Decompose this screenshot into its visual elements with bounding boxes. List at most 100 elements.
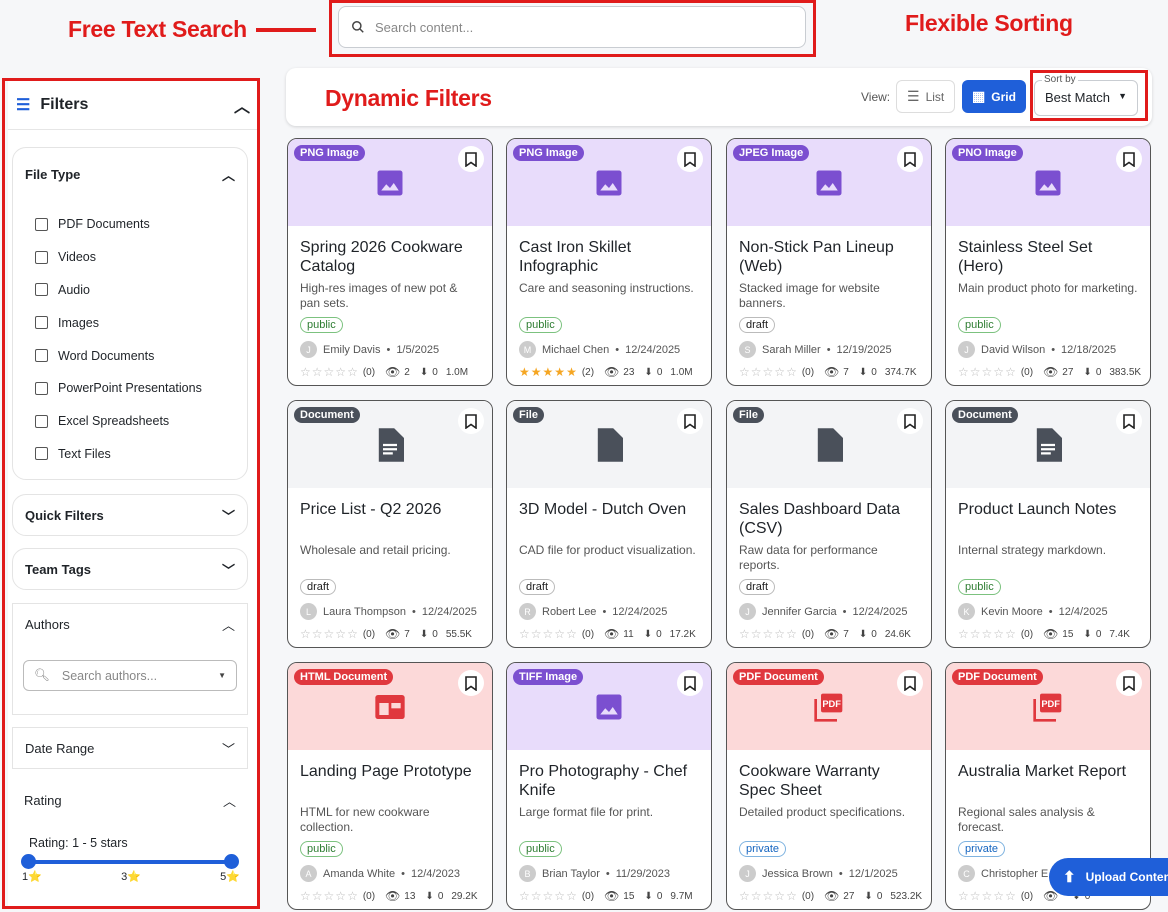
- search-input[interactable]: Search content...: [338, 6, 806, 48]
- star-icon[interactable]: ☆: [1005, 889, 1017, 903]
- star-icon[interactable]: ☆: [335, 627, 348, 641]
- star-icon[interactable]: ☆: [969, 627, 982, 641]
- star-icon[interactable]: ☆: [774, 365, 787, 379]
- star-icon[interactable]: ☆: [311, 889, 324, 903]
- sort-select[interactable]: Sort by Best Match ▼: [1034, 74, 1138, 116]
- star-icon[interactable]: ★: [519, 365, 531, 379]
- content-card[interactable]: Document Product Launch Notes Internal s…: [945, 400, 1151, 648]
- star-rating[interactable]: ☆☆☆☆☆: [958, 889, 1017, 903]
- bookmark-button[interactable]: [458, 408, 484, 434]
- card-title[interactable]: Stainless Steel Set (Hero): [958, 239, 1093, 275]
- star-icon[interactable]: ☆: [981, 627, 994, 641]
- star-icon[interactable]: ★: [566, 365, 578, 379]
- content-card[interactable]: TIFF Image Pro Photography - Chef Knife …: [506, 662, 712, 910]
- star-icon[interactable]: ☆: [786, 365, 798, 379]
- star-icon[interactable]: ☆: [554, 889, 567, 903]
- card-title[interactable]: Cast Iron Skillet Infographic: [519, 239, 632, 275]
- star-icon[interactable]: ☆: [762, 627, 775, 641]
- star-rating[interactable]: ☆☆☆☆☆: [739, 889, 798, 903]
- star-icon[interactable]: ☆: [311, 627, 324, 641]
- bookmark-button[interactable]: [677, 146, 703, 172]
- star-icon[interactable]: ☆: [774, 627, 787, 641]
- star-rating[interactable]: ☆☆☆☆☆: [739, 627, 798, 641]
- star-icon[interactable]: ★: [530, 365, 543, 379]
- content-card[interactable]: File 3D Model - Dutch Oven CAD file for …: [506, 400, 712, 648]
- star-icon[interactable]: ☆: [750, 365, 763, 379]
- team-tags-section[interactable]: Team Tags ﹀: [12, 548, 248, 590]
- bookmark-button[interactable]: [897, 146, 923, 172]
- star-icon[interactable]: ☆: [519, 889, 531, 903]
- slider-handle-min[interactable]: [21, 854, 36, 869]
- star-icon[interactable]: ☆: [566, 627, 578, 641]
- star-icon[interactable]: ☆: [335, 889, 348, 903]
- card-title[interactable]: Price List - Q2 2026: [300, 501, 442, 518]
- file-type-option[interactable]: Images: [13, 306, 247, 339]
- content-card[interactable]: HTML Document Landing Page Prototype HTM…: [287, 662, 493, 910]
- star-icon[interactable]: ☆: [519, 627, 531, 641]
- star-icon[interactable]: ☆: [347, 627, 359, 641]
- content-card[interactable]: PNG Image Cast Iron Skillet Infographic …: [506, 138, 712, 386]
- rating-slider[interactable]: [21, 854, 239, 869]
- star-icon[interactable]: ☆: [993, 889, 1006, 903]
- star-icon[interactable]: ☆: [739, 627, 751, 641]
- content-card[interactable]: File Sales Dashboard Data (CSV) Raw data…: [726, 400, 932, 648]
- star-icon[interactable]: ☆: [750, 627, 763, 641]
- checkbox[interactable]: [35, 349, 48, 363]
- file-type-option[interactable]: Videos: [13, 241, 247, 274]
- star-icon[interactable]: ☆: [335, 365, 348, 379]
- star-icon[interactable]: ☆: [981, 365, 994, 379]
- upload-content-button[interactable]: ⬆ Upload Content: [1049, 858, 1168, 896]
- star-icon[interactable]: ☆: [993, 627, 1006, 641]
- star-rating[interactable]: ☆☆☆☆☆: [519, 889, 578, 903]
- bookmark-button[interactable]: [458, 670, 484, 696]
- star-rating[interactable]: ☆☆☆☆☆: [300, 365, 359, 379]
- content-card[interactable]: PNO Image Stainless Steel Set (Hero) Mai…: [945, 138, 1151, 386]
- star-icon[interactable]: ☆: [958, 365, 970, 379]
- checkbox[interactable]: [35, 283, 48, 297]
- star-icon[interactable]: ☆: [981, 889, 994, 903]
- star-rating[interactable]: ☆☆☆☆☆: [958, 627, 1017, 641]
- card-title[interactable]: Non-Stick Pan Lineup (Web): [739, 239, 894, 275]
- star-icon[interactable]: ☆: [542, 889, 555, 903]
- star-icon[interactable]: ☆: [786, 627, 798, 641]
- star-icon[interactable]: ☆: [958, 889, 970, 903]
- star-icon[interactable]: ★: [554, 365, 567, 379]
- content-card[interactable]: PDF Document PDF Australia Market Report…: [945, 662, 1151, 910]
- bookmark-button[interactable]: [1116, 408, 1142, 434]
- checkbox[interactable]: [35, 381, 48, 395]
- checkbox[interactable]: [35, 217, 48, 231]
- card-title[interactable]: Pro Photography - Chef Knife: [519, 763, 688, 799]
- checkbox[interactable]: [35, 414, 48, 428]
- content-card[interactable]: JPEG Image Non-Stick Pan Lineup (Web) St…: [726, 138, 932, 386]
- star-rating[interactable]: ☆☆☆☆☆: [739, 365, 798, 379]
- bookmark-button[interactable]: [1116, 670, 1142, 696]
- star-icon[interactable]: ☆: [786, 889, 798, 903]
- bookmark-button[interactable]: [677, 670, 703, 696]
- authors-search-input[interactable]: 🔍︎ Search authors... ▼: [23, 660, 237, 691]
- checkbox[interactable]: [35, 250, 48, 264]
- file-type-option[interactable]: Excel Spreadsheets: [13, 405, 247, 438]
- star-icon[interactable]: ☆: [739, 365, 751, 379]
- star-rating[interactable]: ☆☆☆☆☆: [958, 365, 1017, 379]
- card-title[interactable]: Sales Dashboard Data (CSV): [739, 501, 900, 537]
- star-icon[interactable]: ☆: [750, 889, 763, 903]
- content-card[interactable]: Document Price List - Q2 2026 Wholesale …: [287, 400, 493, 648]
- star-icon[interactable]: ★: [542, 365, 555, 379]
- star-icon[interactable]: ☆: [323, 627, 336, 641]
- star-icon[interactable]: ☆: [1005, 365, 1017, 379]
- star-icon[interactable]: ☆: [323, 365, 336, 379]
- star-icon[interactable]: ☆: [566, 889, 578, 903]
- bookmark-button[interactable]: [677, 408, 703, 434]
- star-icon[interactable]: ☆: [993, 365, 1006, 379]
- star-icon[interactable]: ☆: [530, 627, 543, 641]
- star-rating[interactable]: ★★★★★: [519, 365, 578, 379]
- star-rating[interactable]: ☆☆☆☆☆: [519, 627, 578, 641]
- star-icon[interactable]: ☆: [969, 365, 982, 379]
- star-icon[interactable]: ☆: [300, 365, 312, 379]
- file-type-option[interactable]: PowerPoint Presentations: [13, 372, 247, 405]
- star-icon[interactable]: ☆: [774, 889, 787, 903]
- checkbox[interactable]: [35, 447, 48, 461]
- bookmark-button[interactable]: [897, 408, 923, 434]
- star-icon[interactable]: ☆: [958, 627, 970, 641]
- card-title[interactable]: Spring 2026 Cookware Catalog: [300, 239, 463, 275]
